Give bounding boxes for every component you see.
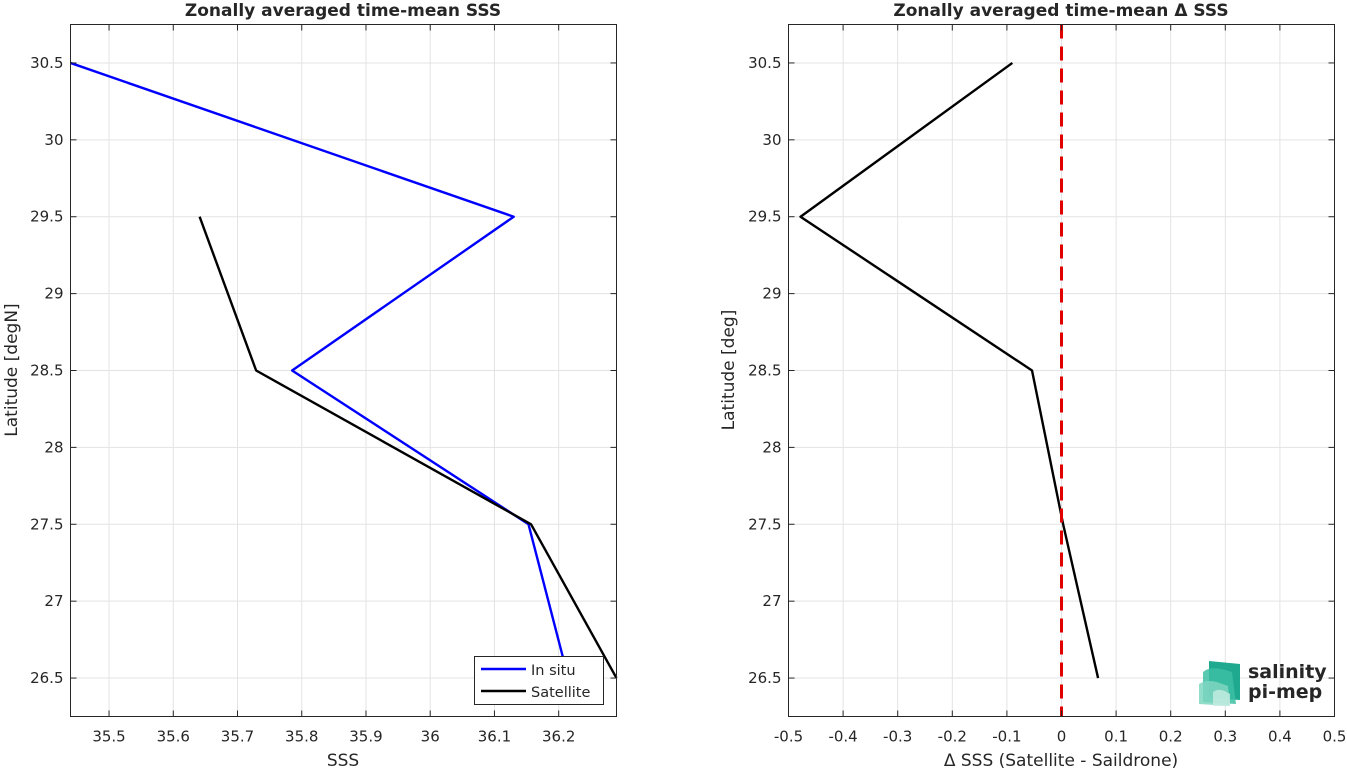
x-tick-label: 36 <box>421 728 440 746</box>
x-tick-label: 35.7 <box>221 728 254 746</box>
y-tick-label: 27.5 <box>748 515 781 533</box>
series-group-left <box>70 61 618 679</box>
x-tick-label: 36.2 <box>542 728 575 746</box>
x-tick-label: 0.3 <box>1213 728 1237 746</box>
y-tick-label: 28.5 <box>30 362 63 380</box>
y-tick-label: 29 <box>762 285 781 303</box>
series-line-in-situ <box>70 61 570 679</box>
x-tick-label: 0.1 <box>1104 728 1128 746</box>
y-tick-label: 27.5 <box>30 515 63 533</box>
grid-right <box>788 24 1335 717</box>
y-tick-label: 29.5 <box>748 208 781 226</box>
wave-logo-icon <box>1199 661 1240 706</box>
chart-title-right: Zonally averaged time-mean Δ SSS <box>893 1 1228 21</box>
series-line-delta <box>799 61 1100 679</box>
x-tick-label: -0.5 <box>774 728 803 746</box>
y-axis-label-left: Latitude [degN] <box>2 303 22 436</box>
logo-text-salinity: salinity <box>1248 661 1327 683</box>
x-tick-label: -0.3 <box>883 728 912 746</box>
x-tick-label: 35.5 <box>92 728 125 746</box>
series-group-right <box>799 61 1100 679</box>
x-tick-label: 35.8 <box>285 728 318 746</box>
y-tick-label: 28 <box>44 438 63 456</box>
salinity-pi-mep-logo: salinity pi-mep <box>1199 661 1327 706</box>
series-line-satellite <box>198 216 618 679</box>
y-ticks-right: 26.5 27 27.5 28 28.5 29 29.5 30 30.5 <box>748 54 1335 687</box>
y-tick-label: 30 <box>44 131 63 149</box>
chart-title-left: Zonally averaged time-mean SSS <box>185 1 501 21</box>
y-tick-label: 30.5 <box>748 54 781 72</box>
x-axis-label-right: Δ SSS (Satellite - Saildrone) <box>944 751 1178 769</box>
y-tick-label: 30.5 <box>30 54 63 72</box>
grid-left <box>70 24 617 717</box>
x-tick-label: 35.9 <box>349 728 382 746</box>
y-tick-label: 30 <box>762 131 781 149</box>
x-tick-label: 36.1 <box>478 728 511 746</box>
y-tick-label: 29.5 <box>30 208 63 226</box>
x-tick-label: -0.1 <box>992 728 1021 746</box>
legend: In situ Satellite <box>474 656 604 705</box>
logo-text-pi-mep: pi-mep <box>1248 681 1322 703</box>
legend-box <box>474 656 604 705</box>
x-axis-label-left: SSS <box>327 751 359 769</box>
x-tick-label: -0.4 <box>828 728 857 746</box>
x-tick-label: 0.2 <box>1159 728 1183 746</box>
y-tick-label: 28 <box>762 438 781 456</box>
y-tick-label: 27 <box>44 592 63 610</box>
x-tick-label: 0.5 <box>1323 728 1347 746</box>
panel-sss: 35.5 35.6 35.7 35.8 35.9 36 36.1 36.2 26.5 27 27.… <box>2 1 618 769</box>
x-ticks-right: -0.5 -0.4 -0.3 -0.2 -0.1 0 0.1 0.2 0.3 0.4 0.5 <box>774 24 1347 746</box>
x-tick-label: 35.6 <box>157 728 190 746</box>
y-tick-label: 26.5 <box>30 669 63 687</box>
x-tick-label: -0.2 <box>938 728 967 746</box>
y-axis-label-right: Latitude [deg] <box>719 310 739 431</box>
x-tick-label: 0 <box>1057 728 1067 746</box>
x-tick-label: 0.4 <box>1268 728 1292 746</box>
y-tick-label: 27 <box>762 592 781 610</box>
y-tick-label: 26.5 <box>748 669 781 687</box>
y-tick-label: 28.5 <box>748 362 781 380</box>
legend-label-in-situ: In situ <box>531 663 576 679</box>
x-ticks-left: 35.5 35.6 35.7 35.8 35.9 36 36.1 36.2 <box>92 24 575 746</box>
legend-label-satellite: Satellite <box>531 685 590 701</box>
y-ticks-left: 26.5 27 27.5 28 28.5 29 29.5 30 30.5 <box>30 54 617 687</box>
panel-delta-sss: -0.5 -0.4 -0.3 -0.2 -0.1 0 0.1 0.2 0.3 0.4 0.5 26.… <box>719 1 1346 769</box>
y-tick-label: 29 <box>44 285 63 303</box>
